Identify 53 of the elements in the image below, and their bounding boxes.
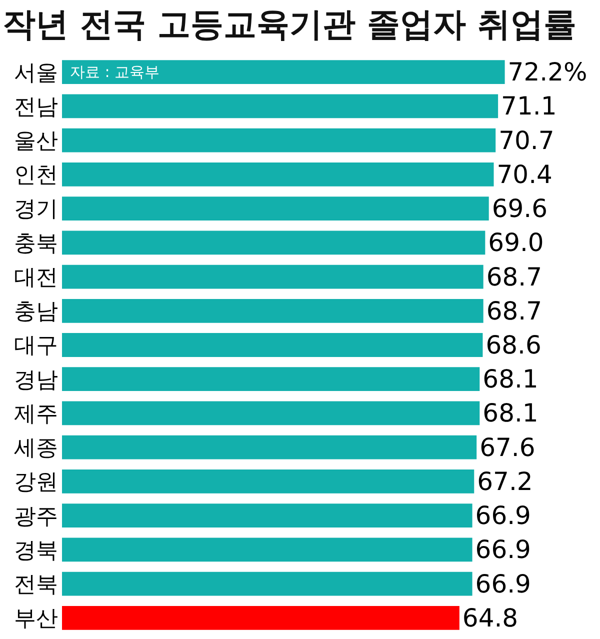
bar [62,60,505,84]
data-label: 66.9 [475,501,531,530]
bar [62,94,498,118]
bar [62,230,486,255]
data-label: 68.7 [486,296,542,326]
data-label: 68.1 [482,364,538,394]
bar [62,606,460,630]
chart-title: 작년 전국 고등교육기관 졸업자 취업률 [2,4,576,44]
bar [62,333,483,357]
data-label: 66.9 [475,569,531,598]
data-label: 70.4 [496,160,552,189]
data-label: 68.1 [482,398,538,428]
bar [62,298,484,323]
data-label: 72.2% [508,58,588,87]
data-label: 70.7 [498,126,554,155]
y-tick-label: 대구 [14,334,58,359]
data-label: 71.1 [501,92,557,121]
bar [62,128,496,152]
data-label: 68.7 [486,262,542,292]
y-tick-label: 전남 [14,94,58,120]
bar [62,264,484,289]
y-tick-label: 부산 [14,606,58,632]
y-tick-label: 전북 [14,572,58,598]
y-tick-label: 경북 [14,538,58,564]
data-label: 69.6 [492,194,548,224]
data-label: 67.6 [480,432,536,462]
annotation: 자료 : 교육부 [70,63,160,81]
bar [62,572,472,596]
bar [62,470,474,494]
y-tick-label: 광주 [14,504,58,530]
bar [62,367,480,392]
y-tick-label: 경기 [14,197,58,222]
data-label: 68.6 [486,330,542,360]
data-label: 69.0 [488,228,544,258]
y-tick-label: 울산 [14,128,58,154]
y-tick-label: 대전 [14,265,58,290]
y-tick-label: 제주 [14,402,58,427]
y-tick-label: 충북 [14,231,58,256]
data-label: 64.8 [462,603,518,632]
y-tick-label: 경남 [14,368,58,393]
bar [62,538,472,562]
bar [62,196,489,220]
y-tick-label: 인천 [14,163,58,188]
bar [62,435,477,460]
bar [62,401,480,426]
y-tick-label: 세종 [14,436,58,462]
y-tick-label: 서울 [14,60,58,86]
y-tick-label: 강원 [14,470,58,496]
bar [62,504,472,528]
data-label: 67.2 [477,466,533,496]
bar [62,162,494,186]
y-tick-label: 충남 [14,300,58,325]
data-label: 66.9 [475,535,531,564]
